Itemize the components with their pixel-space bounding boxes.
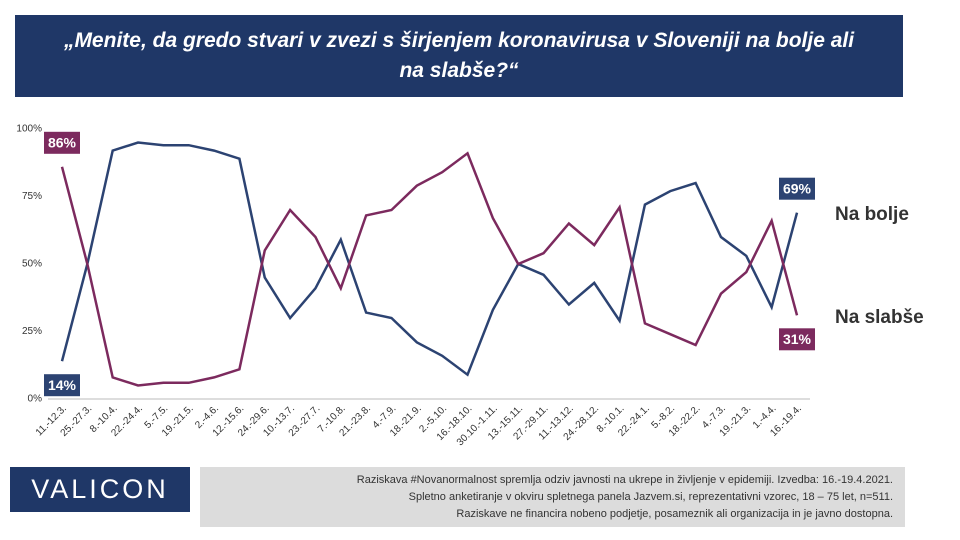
value-label: 86% — [48, 135, 77, 151]
value-label: 14% — [48, 377, 77, 393]
value-label-box — [44, 374, 80, 397]
y-tick-label: 100% — [16, 124, 42, 135]
y-tick-label: 75% — [22, 191, 42, 202]
y-tick-label: 50% — [22, 259, 42, 270]
footer-line: Raziskave ne financira nobeno podjetje, … — [456, 508, 893, 520]
series-line — [60, 151, 799, 387]
y-tick-label: 25% — [22, 326, 42, 337]
series-line — [60, 141, 799, 377]
value-label-box — [779, 177, 815, 200]
footer-line: Raziskava #Novanormalnost spremlja odziv… — [356, 474, 893, 486]
legend-label: Na slabše — [835, 307, 924, 328]
y-tick-label: 0% — [28, 394, 43, 405]
chart-title: „Menite, da gredo stvari v zvezi s širje… — [15, 15, 903, 97]
logo: VALICON — [10, 467, 190, 512]
value-label-box — [779, 328, 815, 351]
value-label-box — [44, 131, 80, 154]
legend-label: Na bolje — [835, 204, 909, 225]
value-label: 69% — [783, 180, 812, 196]
footer-note: Raziskava #Novanormalnost spremlja odziv… — [200, 467, 905, 527]
value-label: 31% — [783, 331, 812, 347]
footer-line: Spletno anketiranje v okviru spletnega p… — [408, 491, 893, 503]
